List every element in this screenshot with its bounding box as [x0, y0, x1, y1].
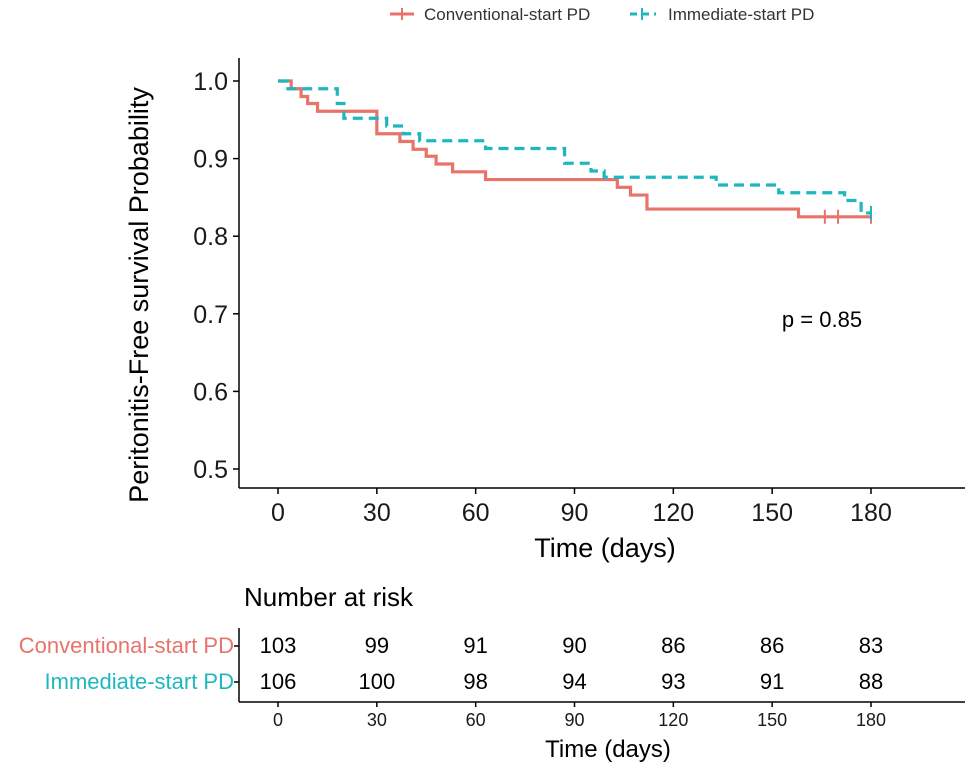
risk-table: Number at risk Conventional-start PD Imm… — [19, 582, 965, 763]
legend: Conventional-start PD Immediate-start PD — [390, 5, 814, 24]
survival-curves — [278, 79, 872, 224]
y-tick-label: 0.5 — [193, 456, 228, 484]
risk-x-tick-label: 60 — [466, 710, 486, 730]
risk-x-tick-label: 90 — [564, 710, 584, 730]
y-ticks: 0.5 0.6 0.7 0.8 0.9 1.0 — [193, 68, 239, 484]
risk-value: 93 — [661, 669, 685, 694]
y-tick-label: 0.6 — [193, 378, 228, 406]
x-ticks: 0 30 60 90 120 150 180 — [271, 488, 892, 527]
risk-x-ticks: 0 30 60 90 120 150 180 — [273, 702, 886, 730]
y-axis-title: Peritonitis-Free survival Probability — [124, 87, 154, 503]
risk-value: 94 — [562, 669, 586, 694]
y-tick-label: 0.8 — [193, 223, 228, 251]
risk-value: 91 — [463, 633, 487, 658]
legend-label-immediate: Immediate-start PD — [668, 5, 814, 24]
survival-curve-conventional — [278, 79, 871, 219]
x-tick-label: 30 — [363, 499, 391, 527]
p-value-annotation: p = 0.85 — [782, 307, 862, 332]
x-axis-title: Time (days) — [534, 533, 676, 563]
risk-x-tick-label: 120 — [658, 710, 688, 730]
risk-value: 90 — [562, 633, 586, 658]
risk-values: 103 99 91 90 86 86 83 106 100 98 94 93 91 88 — [260, 633, 884, 694]
x-tick-label: 120 — [652, 499, 694, 527]
risk-value: 106 — [260, 669, 297, 694]
risk-group-label-immediate: Immediate-start PD — [45, 669, 235, 694]
risk-x-axis-title: Time (days) — [545, 736, 671, 763]
x-tick-label: 180 — [850, 499, 892, 527]
legend-item-conventional: Conventional-start PD — [390, 5, 590, 24]
x-tick-label: 90 — [561, 499, 589, 527]
x-tick-label: 0 — [271, 499, 285, 527]
risk-value: 86 — [760, 633, 784, 658]
plot-area: 0.5 0.6 0.7 0.8 0.9 1.0 0 30 60 90 120 150 180 Peri… — [124, 58, 965, 563]
risk-value: 99 — [365, 633, 389, 658]
risk-value: 100 — [358, 669, 395, 694]
risk-x-tick-label: 150 — [757, 710, 787, 730]
risk-x-tick-label: 180 — [856, 710, 886, 730]
y-tick-label: 1.0 — [193, 68, 228, 96]
risk-value: 91 — [760, 669, 784, 694]
survival-curve-immediate — [278, 79, 871, 215]
risk-value: 98 — [463, 669, 487, 694]
risk-value: 83 — [859, 633, 883, 658]
legend-item-immediate: Immediate-start PD — [630, 5, 814, 24]
x-tick-label: 150 — [751, 499, 793, 527]
legend-label-conventional: Conventional-start PD — [424, 5, 590, 24]
risk-value: 88 — [859, 669, 883, 694]
risk-table-title: Number at risk — [244, 582, 414, 612]
risk-x-tick-label: 0 — [273, 710, 283, 730]
risk-value: 103 — [260, 633, 297, 658]
y-tick-label: 0.7 — [193, 301, 228, 329]
risk-x-tick-label: 30 — [367, 710, 387, 730]
risk-group-label-conventional: Conventional-start PD — [19, 633, 234, 658]
risk-value: 86 — [661, 633, 685, 658]
x-tick-label: 60 — [462, 499, 490, 527]
y-tick-label: 0.9 — [193, 146, 228, 174]
